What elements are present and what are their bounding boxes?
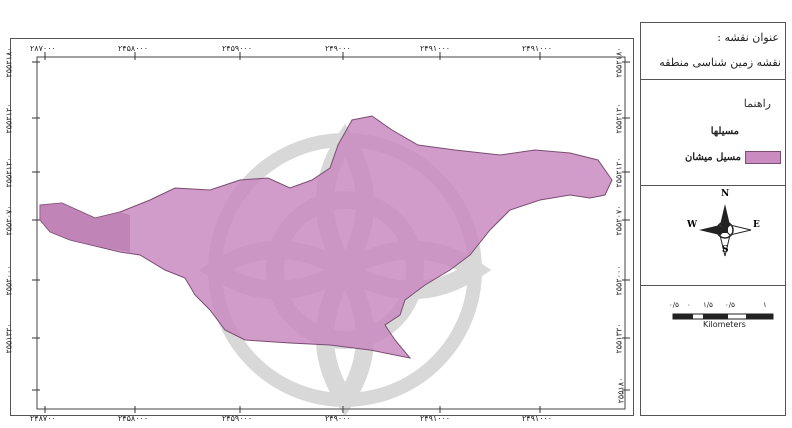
x-tick-top-3: ۲۴۵۹۰۰۰: [222, 44, 253, 53]
y-tick-right-4: ۲۵۵۲۰۷۰: [614, 205, 624, 236]
legend-item-label: مسیل میشان: [684, 152, 741, 163]
y-tick-right-2: ۲۵۵۲۱۲۰: [614, 103, 624, 134]
north-label: N: [721, 189, 730, 199]
x-tick-bottom-1: ۲۴۸۷۰۰: [30, 414, 56, 423]
y-tick-left-6: ۲۵۵۱۳۲۰: [4, 323, 14, 354]
west-label: W: [687, 220, 698, 230]
map-subtitle: نقشه زمین شناسی منطقه: [659, 56, 781, 69]
legend-heading: راهنما: [743, 97, 771, 110]
x-tick-top-2: ۲۴۵۸۰۰۰: [118, 44, 149, 53]
x-tick-bottom-4: ۲۴۹۰۰۰: [325, 414, 351, 423]
legend-group-label: مسیلها: [710, 126, 739, 137]
y-tick-left-5: ۲۵۵۲۰۰۰: [4, 265, 14, 296]
study-area-polygon: [39, 115, 613, 359]
y-tick-right-5: ۲۵۵۲۰۰۰: [614, 265, 624, 296]
x-tick-top-5: ۲۴۹۱۰۰۰: [420, 44, 451, 53]
scale-tick-1: ۰/۵: [669, 301, 679, 309]
legend-swatch: [745, 151, 781, 164]
y-tick-left-4: ۲۵۵۲۰۷۰: [4, 205, 14, 236]
legend-divider: [641, 285, 785, 286]
scale-tick-4: ۱: [763, 301, 767, 309]
scale-unit: Kilometers: [703, 320, 746, 329]
y-tick-right-3: ۲۵۵۲۱۲۰: [614, 157, 624, 188]
x-tick-bottom-6: ۲۴۹۱۰۰۰: [522, 414, 553, 423]
x-tick-top-6: ۲۴۹۱۰۰۰: [522, 44, 553, 53]
legend-divider: [641, 79, 785, 80]
neat-line: [36, 56, 626, 410]
y-tick-left-2: ۲۵۵۲۱۲۰: [4, 103, 14, 134]
x-tick-bottom-2: ۲۴۵۸۰۰۰: [118, 414, 149, 423]
y-tick-right-1: ۲۵۵۲۱۸۰: [614, 47, 624, 78]
x-tick-top-1: ۲۸۷۰۰۰: [30, 44, 56, 53]
scale-tick-3: ۰/۵: [725, 301, 735, 309]
legend-divider: [641, 185, 785, 186]
north-arrow-icon: [699, 204, 752, 257]
legend-item: مسیل میشان: [685, 151, 781, 164]
scale-tick-0: ۰: [687, 301, 691, 309]
scale-tick-2: ۱/۵: [703, 301, 713, 309]
right-ticks: [622, 61, 630, 391]
scale-bar: [672, 313, 774, 320]
y-tick-left-3: ۲۵۵۲۱۲۰: [4, 157, 14, 188]
left-ticks: [32, 61, 40, 391]
y-tick-left-1: ۲۵۵۲۱۸۰: [4, 47, 14, 78]
y-tick-right-7: ۲۵۵۱۸۰: [616, 377, 626, 404]
south-label: S: [722, 245, 729, 255]
x-tick-bottom-5: ۲۴۹۱۰۰۰: [420, 414, 451, 423]
y-tick-right-6: ۲۵۵۱۳۲۰: [614, 323, 624, 354]
top-ticks: [44, 52, 541, 60]
east-label: E: [753, 220, 760, 230]
legend-panel: عنوان نقشه : نقشه زمین شناسی منطقه راهنم…: [640, 22, 786, 416]
bottom-ticks: [44, 406, 541, 413]
map-title-label: عنوان نقشه :: [717, 31, 779, 44]
x-tick-bottom-3: ۲۴۵۹۰۰۰: [222, 414, 253, 423]
x-tick-top-4: ۲۴۹۰۰۰: [325, 44, 351, 53]
